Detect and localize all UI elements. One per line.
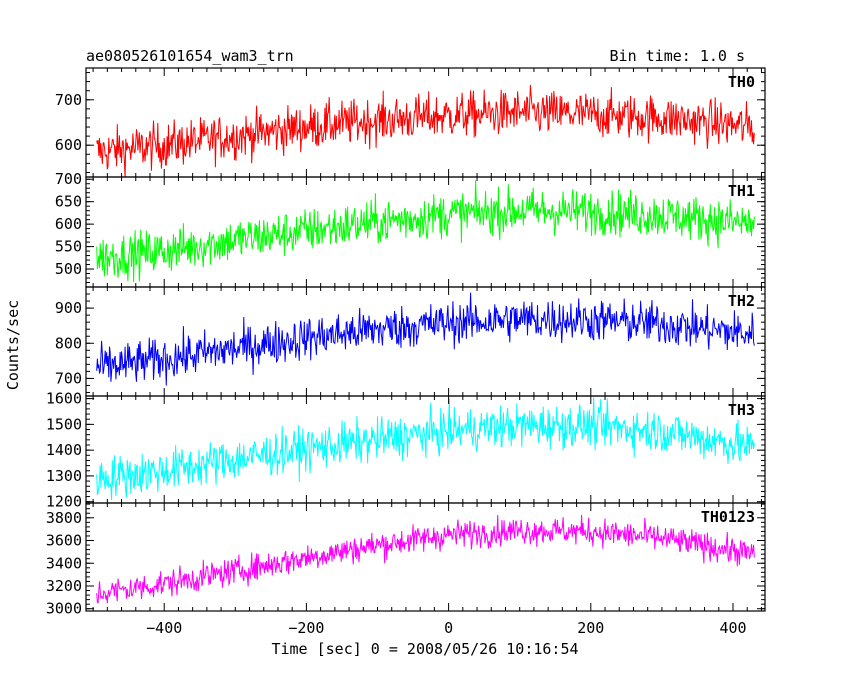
chart-title: ae080526101654_wam3_trn bbox=[86, 47, 294, 65]
y-tick-label: 700 bbox=[55, 91, 82, 109]
y-tick-label: 3800 bbox=[46, 509, 82, 527]
y-tick-label: 1600 bbox=[46, 390, 82, 408]
y-tick-label: 600 bbox=[55, 136, 82, 154]
y-tick-label: 550 bbox=[55, 238, 82, 256]
x-axis-label: Time [sec] 0 = 2008/05/26 10:16:54 bbox=[271, 640, 578, 658]
panel-frame bbox=[85, 176, 766, 288]
y-tick-label: 1500 bbox=[46, 415, 82, 433]
series-label: TH0 bbox=[728, 73, 755, 91]
panel-th0123: 3000 3200 3400 3600 3800 TH0123 bbox=[46, 502, 766, 618]
x-axis: −400 −200 0 200 400 bbox=[146, 619, 746, 637]
bin-time-label: Bin time: 1.0 s bbox=[610, 47, 745, 65]
series-line-th1 bbox=[96, 180, 755, 283]
series-line-th3 bbox=[96, 397, 755, 501]
y-tick-label: 900 bbox=[55, 299, 82, 317]
y-tick-label: 3000 bbox=[46, 600, 82, 618]
panel-th2: 700 800 900 TH2 bbox=[55, 286, 766, 397]
y-tick-label: 1300 bbox=[46, 467, 82, 485]
y-axis-label: Counts/sec bbox=[4, 300, 22, 390]
panels-group: 600 700 TH0 500 550 600 650 700 TH1 700 800 900 TH2 1… bbox=[46, 67, 766, 618]
x-tick-label: 200 bbox=[577, 619, 604, 637]
y-tick-label: 3400 bbox=[46, 554, 82, 572]
panel-frame bbox=[85, 502, 766, 612]
series-line-th0 bbox=[96, 84, 755, 177]
series-label: TH3 bbox=[728, 401, 755, 419]
y-tick-label: 700 bbox=[55, 170, 82, 188]
y-tick-label: 3200 bbox=[46, 577, 82, 595]
panel-th3: 1200 1300 1400 1500 1600 TH3 bbox=[46, 390, 766, 511]
y-tick-label: 800 bbox=[55, 334, 82, 352]
x-tick-label: −400 bbox=[146, 619, 182, 637]
panel-th1: 500 550 600 650 700 TH1 bbox=[55, 170, 766, 288]
series-label: TH1 bbox=[728, 182, 755, 200]
x-tick-label: 400 bbox=[719, 619, 746, 637]
y-tick-label: 700 bbox=[55, 369, 82, 387]
panel-th0: 600 700 TH0 bbox=[55, 67, 766, 178]
x-tick-label: −200 bbox=[288, 619, 324, 637]
series-line-th0123 bbox=[96, 514, 755, 604]
y-tick-label: 1400 bbox=[46, 441, 82, 459]
panel-frame bbox=[85, 67, 766, 178]
y-tick-label: 3600 bbox=[46, 532, 82, 550]
series-line-th2 bbox=[96, 292, 755, 386]
series-label: TH0123 bbox=[701, 508, 755, 526]
y-tick-label: 500 bbox=[55, 260, 82, 278]
y-tick-label: 650 bbox=[55, 193, 82, 211]
x-tick-label: 0 bbox=[444, 619, 453, 637]
y-tick-label: 1200 bbox=[46, 493, 82, 511]
y-tick-label: 600 bbox=[55, 215, 82, 233]
series-label: TH2 bbox=[728, 292, 755, 310]
